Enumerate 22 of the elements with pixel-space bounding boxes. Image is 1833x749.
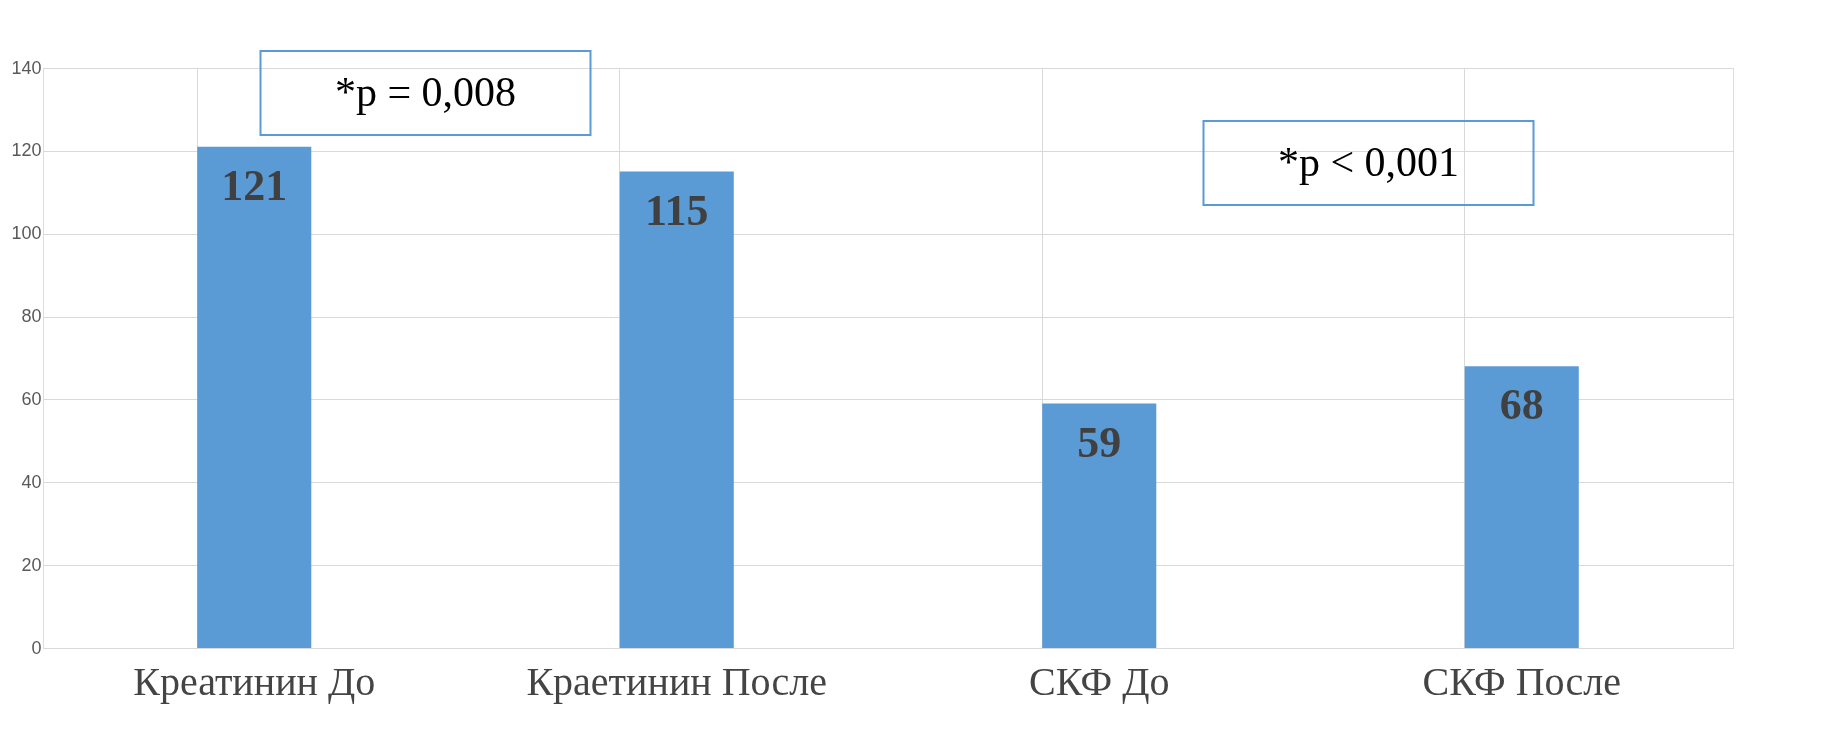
y-tick-label: 0 (31, 637, 42, 658)
x-tick-label: Краетинин После (526, 658, 828, 704)
data-label: 68 (1499, 380, 1544, 430)
y-tick-label: 80 (21, 306, 42, 327)
data-label: 59 (1077, 417, 1122, 467)
y-tick-label: 40 (21, 471, 42, 492)
y-tick-label: 20 (21, 554, 42, 575)
annotation: *p = 0,008 (334, 69, 517, 115)
bar (619, 171, 734, 648)
y-tick-label: 140 (11, 57, 42, 78)
bar (1464, 366, 1579, 648)
bar (1042, 403, 1157, 648)
data-label: 115 (644, 185, 709, 235)
bar (197, 146, 312, 648)
y-tick-label: 60 (21, 388, 42, 409)
annotation: *p < 0,001 (1277, 139, 1460, 185)
data-label: 121 (221, 160, 288, 210)
x-tick-label: СКФ До (1029, 658, 1170, 704)
x-tick-label: Креатинин До (133, 658, 376, 704)
x-tick-label: СКФ После (1422, 658, 1622, 704)
y-tick-label: 120 (11, 140, 42, 161)
y-tick-label: 100 (11, 223, 42, 244)
